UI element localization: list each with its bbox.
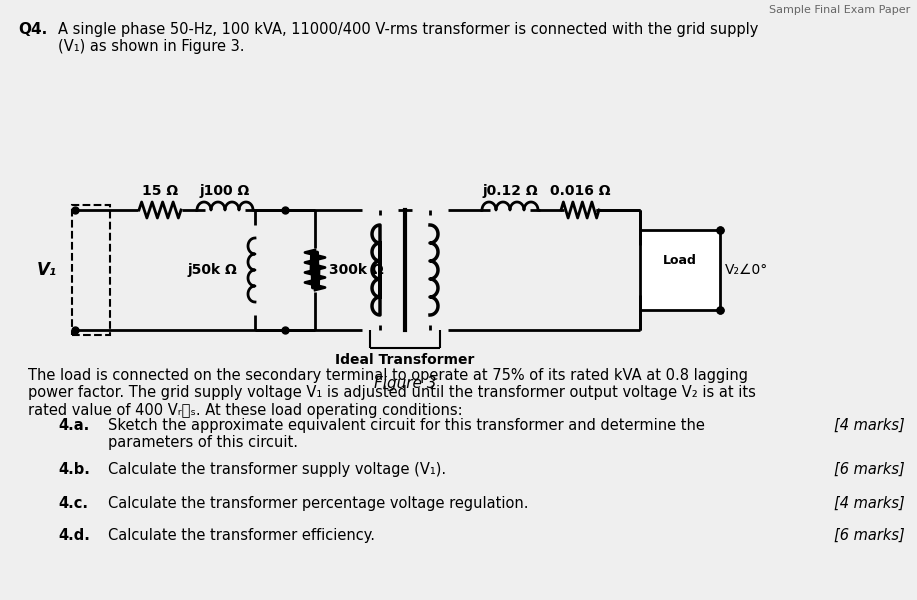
Text: j0.12 Ω: j0.12 Ω: [482, 184, 537, 198]
Text: 300k Ω: 300k Ω: [329, 263, 383, 277]
Text: V₂∠0°: V₂∠0°: [725, 263, 768, 277]
Text: [6 marks]: [6 marks]: [834, 528, 905, 543]
Text: The load is connected on the secondary terminal to operate at 75% of its rated k: The load is connected on the secondary t…: [28, 368, 756, 418]
Text: 0.016 Ω: 0.016 Ω: [550, 184, 610, 198]
Text: Calculate the transformer efficiency.: Calculate the transformer efficiency.: [108, 528, 375, 543]
Text: V₁: V₁: [37, 261, 57, 279]
Text: j100 Ω: j100 Ω: [200, 184, 250, 198]
Bar: [640, 230, 720, 310]
Text: [4 marks]: [4 marks]: [834, 496, 905, 511]
Text: 4.c.: 4.c.: [58, 496, 88, 511]
Text: 4.d.: 4.d.: [58, 528, 90, 543]
Text: Ideal Transformer: Ideal Transformer: [336, 353, 475, 367]
Text: [6 marks]: [6 marks]: [834, 462, 905, 477]
Text: Figure 3: Figure 3: [374, 376, 436, 391]
Text: [4 marks]: [4 marks]: [834, 418, 905, 433]
Text: j50k Ω: j50k Ω: [187, 263, 237, 277]
Text: 4.b.: 4.b.: [58, 462, 90, 477]
Text: Calculate the transformer supply voltage (V₁).: Calculate the transformer supply voltage…: [108, 462, 447, 477]
Bar: [72, 205, 110, 335]
Text: 15 Ω: 15 Ω: [142, 184, 178, 198]
Text: Sample Final Exam Paper: Sample Final Exam Paper: [768, 5, 910, 15]
Text: 4.a.: 4.a.: [58, 418, 89, 433]
Text: Sketch the approximate equivalent circuit for this transformer and determine the: Sketch the approximate equivalent circui…: [108, 418, 705, 451]
Text: A single phase 50-Hz, 100 kVA, 11000/400 V-rms transformer is connected with the: A single phase 50-Hz, 100 kVA, 11000/400…: [58, 22, 758, 55]
Text: Calculate the transformer percentage voltage regulation.: Calculate the transformer percentage vol…: [108, 496, 528, 511]
Text: Q4.: Q4.: [18, 22, 48, 37]
Text: Load: Load: [663, 253, 697, 266]
